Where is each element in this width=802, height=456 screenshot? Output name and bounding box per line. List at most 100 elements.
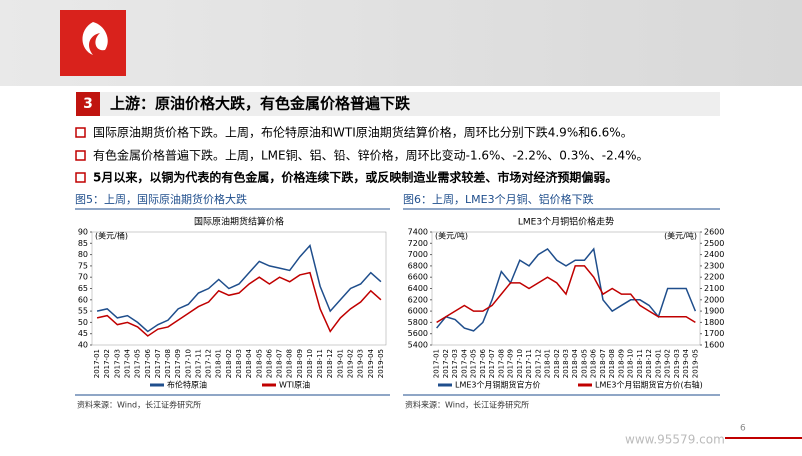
- x-tick-label: 2018-10: [306, 349, 314, 378]
- y-tick-label: 5800: [408, 318, 428, 327]
- y-tick-label: 6200: [408, 295, 428, 304]
- y-tick-label: 7000: [408, 250, 428, 259]
- x-tick-label: 2017-03: [451, 349, 459, 378]
- bullet-icon: [75, 172, 86, 183]
- plot-frame: [91, 231, 387, 346]
- x-tick-label: 2017-09: [507, 349, 515, 378]
- x-tick-label: 2017-04: [460, 348, 468, 378]
- y2-tick-label: 2500: [704, 239, 724, 248]
- x-tick-label: 2019-02: [347, 349, 355, 378]
- x-tick-label: 2017-10: [184, 349, 192, 378]
- x-tick-label: 2019-04: [367, 348, 375, 378]
- x-tick-label: 2017-04: [123, 348, 131, 378]
- watermark: www.95579.com: [625, 433, 725, 447]
- x-tick-label: 2018-05: [255, 349, 263, 378]
- plot-frame: [431, 231, 701, 346]
- y-tick-label: 7200: [408, 239, 428, 248]
- bullet: 5月以来，以铜为代表的有色金属，价格连续下跌，或反映制造业需求较差、市场对经济预…: [93, 170, 617, 185]
- y2-tick-label: 2100: [704, 284, 724, 293]
- x-tick-label: 2019-03: [357, 349, 365, 378]
- legend-label: LME3个月铜期货官方价: [455, 380, 541, 390]
- x-tick-label: 2017-05: [134, 349, 142, 378]
- x-tick-label: 2017-07: [488, 349, 496, 378]
- x-tick-label: 2019-01: [654, 349, 662, 378]
- series-line: [436, 247, 697, 332]
- x-tick-label: 2017-01: [433, 349, 441, 378]
- x-tick-label: 2018-05: [580, 349, 588, 378]
- logo: [60, 10, 126, 76]
- y-tick-label: 6800: [408, 261, 428, 270]
- x-tick-label: 2019-04: [682, 348, 690, 378]
- y-axis-label: (美元/桶): [95, 231, 128, 241]
- x-tick-label: 2017-03: [113, 349, 121, 378]
- figure-caption: 图5：上周，国际原油期货价格大跌: [75, 192, 247, 206]
- x-tick-label: 2018-08: [286, 349, 294, 378]
- y2-tick-label: 2200: [704, 273, 724, 282]
- x-tick-label: 2018-12: [326, 349, 334, 378]
- y2-tick-label: 1800: [704, 318, 724, 327]
- logo-mark: [82, 22, 108, 55]
- legend-label: WTI原油: [279, 380, 310, 390]
- x-tick-label: 2018-04: [245, 348, 253, 378]
- chart-title: 国际原油期货结算价格: [194, 216, 284, 228]
- x-tick-label: 2018-03: [235, 349, 243, 378]
- x-tick-label: 2018-11: [636, 349, 644, 378]
- banner: [0, 0, 802, 86]
- y-tick-label: 90: [78, 228, 88, 237]
- x-tick-label: 2019-03: [673, 349, 681, 378]
- series-line: [96, 271, 382, 337]
- x-tick-label: 2018-07: [276, 349, 284, 378]
- x-tick-label: 2017-02: [442, 349, 450, 378]
- figure-caption: 图6：上周，LME3个月铜、铝价格下跌: [403, 192, 594, 206]
- y2-tick-label: 1700: [704, 329, 724, 338]
- y-tick-label: 60: [78, 295, 88, 304]
- x-tick-label: 2017-08: [164, 349, 172, 378]
- x-tick-label: 2017-11: [525, 349, 533, 378]
- x-tick-label: 2018-12: [645, 349, 653, 378]
- y2-tick-label: 2600: [704, 228, 724, 237]
- x-tick-label: 2018-01: [215, 349, 223, 378]
- x-tick-label: 2019-02: [664, 349, 672, 378]
- y2-tick-label: 2300: [704, 261, 724, 270]
- x-tick-label: 2018-07: [599, 349, 607, 378]
- y2-tick-label: 1900: [704, 307, 724, 316]
- series-line: [436, 265, 696, 324]
- y-tick-label: 75: [78, 261, 88, 270]
- x-tick-label: 2017-06: [479, 348, 487, 378]
- x-tick-label: 2018-02: [225, 349, 233, 378]
- legend-label: 布伦特原油: [167, 380, 207, 390]
- y-tick-label: 55: [78, 307, 88, 316]
- x-tick-label: 2017-12: [534, 349, 542, 378]
- y-tick-label: 7400: [408, 228, 428, 237]
- section-number: 3: [83, 96, 93, 112]
- x-tick-label: 2018-09: [617, 349, 625, 378]
- section-title: 上游：原油价格大跌，有色金属价格普遍下跌: [110, 95, 411, 113]
- x-tick-label: 2017-09: [174, 349, 182, 378]
- legend-label: LME3个月铝期货官方价(右轴): [595, 380, 703, 390]
- x-tick-label: 2018-06: [265, 348, 273, 378]
- title-bar: [100, 92, 720, 116]
- x-tick-label: 2018-06: [590, 348, 598, 378]
- x-tick-label: 2018-08: [608, 349, 616, 378]
- bullet-icon: [75, 127, 86, 138]
- y-tick-label: 6400: [408, 284, 428, 293]
- x-tick-label: 2017-10: [516, 349, 524, 378]
- bullet: 有色金属价格普遍下跌。上周，LME铜、铝、铅、锌价格，周环比变动-1.6%、-2…: [93, 148, 649, 163]
- x-tick-label: 2017-01: [93, 349, 101, 378]
- y-tick-label: 85: [78, 239, 88, 248]
- y-tick-label: 45: [78, 329, 88, 338]
- y-tick-label: 65: [78, 284, 88, 293]
- y-tick-label: 6000: [408, 307, 428, 316]
- x-tick-label: 2018-02: [553, 349, 561, 378]
- section-badge: [76, 92, 100, 116]
- x-tick-label: 2018-04: [571, 348, 579, 378]
- x-tick-label: 2018-11: [316, 349, 324, 378]
- y-tick-label: 6600: [408, 273, 428, 282]
- y2-tick-label: 1600: [704, 341, 724, 350]
- y-tick-label: 40: [78, 341, 88, 350]
- source: 资料来源：Wind，长江证券研究所: [77, 400, 201, 410]
- x-tick-label: 2018-03: [562, 349, 570, 378]
- y2-axis-label: (美元/吨): [664, 231, 697, 241]
- source: 资料来源：Wind，长江证券研究所: [405, 400, 529, 410]
